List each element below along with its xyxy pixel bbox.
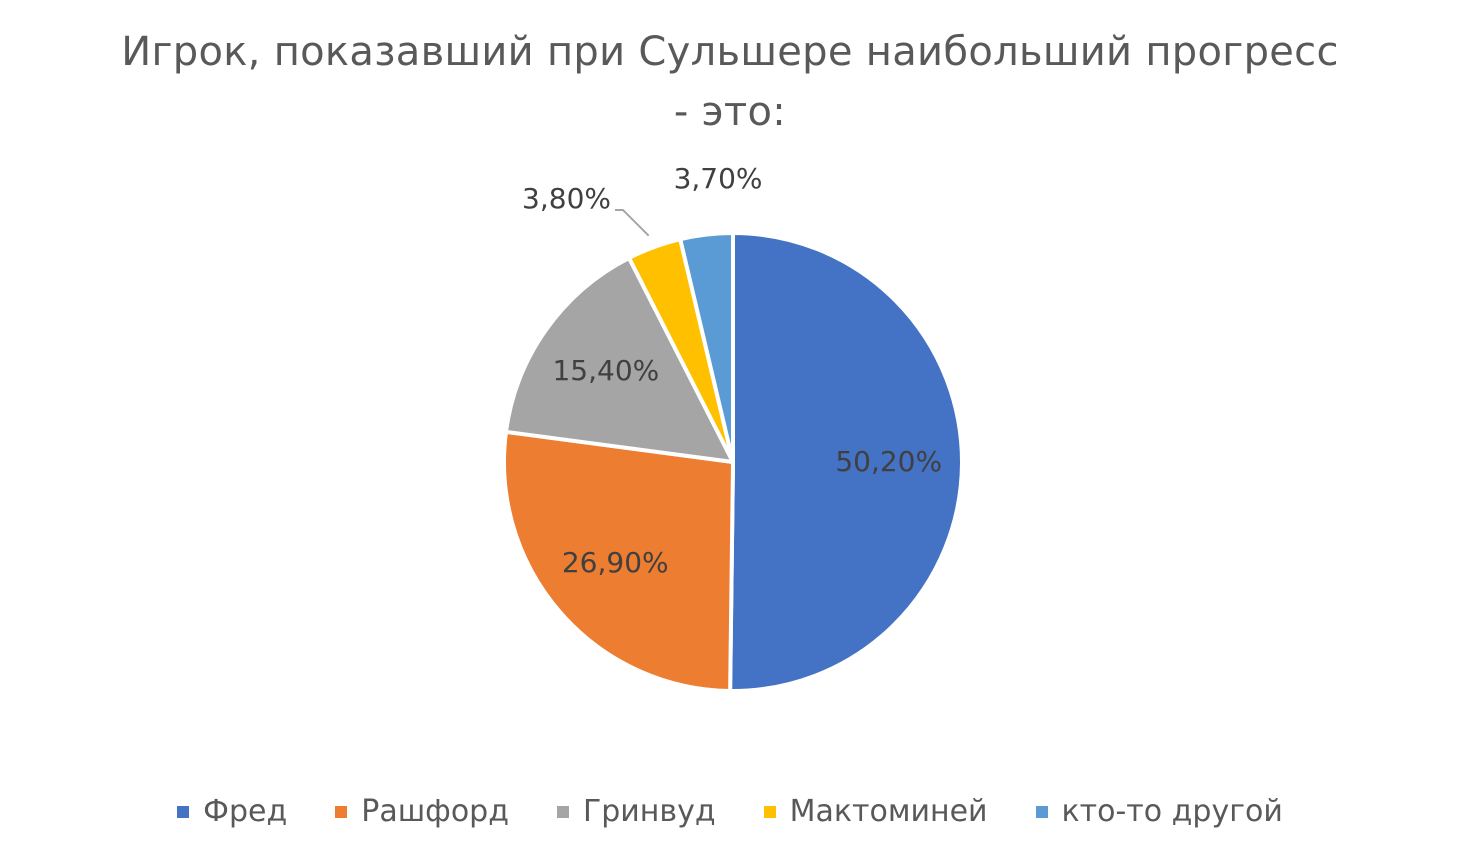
legend: Фред Рашфорд Гринвуд Мактоминей кто-то д… xyxy=(0,790,1460,834)
data-label-someone-else: 3,70% xyxy=(674,162,763,195)
legend-label-someone-else: кто-то другой xyxy=(1061,794,1283,829)
legend-label-rashford: Рашфорд xyxy=(361,794,509,829)
legend-swatch-rashford xyxy=(335,806,348,818)
legend-label-greenwood: Гринвуд xyxy=(582,794,716,829)
legend-swatch-greenwood xyxy=(556,806,569,818)
legend-item-mctominay: Мактоминей xyxy=(763,790,988,834)
data-label-greenwood: 15,40% xyxy=(552,354,659,387)
chart-title-line-1: Игрок, показавший при Сульшере наибольши… xyxy=(121,29,1339,75)
legend-label-mctominay: Мактоминей xyxy=(789,794,988,829)
chart-title-line-2: - это: xyxy=(673,89,787,135)
legend-label-fred: Фред xyxy=(203,794,288,829)
legend-swatch-fred xyxy=(177,806,190,818)
legend-item-greenwood: Гринвуд xyxy=(556,790,716,834)
data-label-mctominay: 3,80% xyxy=(522,182,611,215)
chart-title: Игрок, показавший при Сульшере наибольши… xyxy=(0,22,1460,142)
legend-swatch-someone-else xyxy=(1035,806,1048,818)
pie-slice-fred xyxy=(728,231,964,693)
pie-slice-rashford xyxy=(502,429,735,693)
legend-item-rashford: Рашфорд xyxy=(335,790,509,834)
legend-item-someone-else: кто-то другой xyxy=(1035,790,1283,834)
leader-line-mctominay xyxy=(615,209,650,237)
data-label-fred: 50,20% xyxy=(835,445,942,478)
pie-slice-greenwood xyxy=(503,255,735,464)
data-label-rashford: 26,90% xyxy=(562,546,669,579)
legend-item-fred: Фред xyxy=(177,790,287,834)
legend-swatch-mctominay xyxy=(763,806,776,818)
pie-slice-someone-else xyxy=(678,231,735,464)
